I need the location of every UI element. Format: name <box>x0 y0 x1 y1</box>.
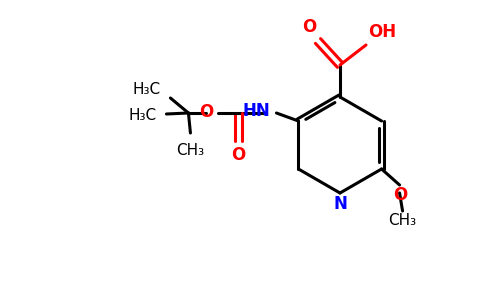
Text: H₃C: H₃C <box>132 82 160 97</box>
Text: CH₃: CH₃ <box>176 143 205 158</box>
Text: CH₃: CH₃ <box>389 213 417 228</box>
Text: O: O <box>199 103 213 121</box>
Text: HN: HN <box>242 102 271 120</box>
Text: O: O <box>393 186 408 204</box>
Text: OH: OH <box>368 23 396 41</box>
Text: O: O <box>231 146 245 164</box>
Text: H₃C: H₃C <box>128 107 156 122</box>
Text: O: O <box>302 18 316 36</box>
Text: N: N <box>333 195 347 213</box>
